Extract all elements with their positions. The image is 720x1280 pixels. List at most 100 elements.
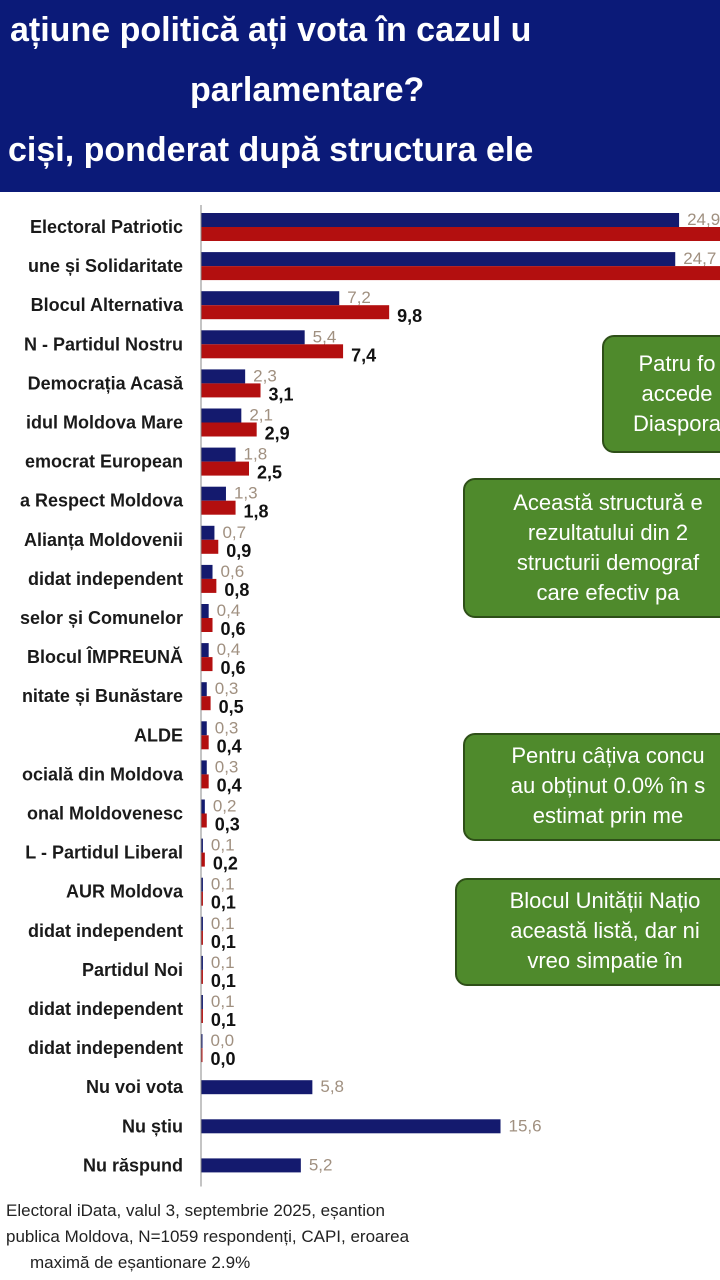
bar-series-1 [201,995,203,1009]
data-label-series-2: 0,6 [221,658,246,678]
bar-series-1 [201,1119,501,1134]
bar-series-2 [201,305,390,320]
note-1-line-2: accede [641,381,713,406]
data-label-series-1: 0,3 [215,679,239,698]
data-label-series-1: 0,4 [217,640,241,659]
category-label: idul Moldova Mare [26,413,183,433]
data-label-series-2: 9,8 [397,306,422,326]
data-label-series-2: 1,8 [244,502,269,522]
data-label-series-1: 5,4 [313,327,337,346]
category-label: Nu răspund [83,1155,183,1175]
bar-series-2 [201,1048,203,1063]
category-label: ocială din Moldova [22,764,184,784]
note-2-line-2: rezultatului din 2 [527,520,689,545]
data-label-series-1: 0,3 [215,757,239,776]
data-label-series-1: 0,4 [217,601,241,620]
data-label-series-1: 7,2 [347,288,371,307]
bar-series-2 [201,618,213,632]
note-4-line-1: Blocul Unității Națio [509,888,701,913]
category-label: Nu voi vota [86,1077,184,1097]
chart-title-banner: ațiune politică ați vota în cazul u parl… [0,0,720,192]
note-box-4: Blocul Unității Națio această listă, dar… [455,878,720,986]
bar-series-1 [201,682,207,697]
category-label: Electoral Patriotic [30,217,183,237]
data-label-series-1: 0,1 [211,953,235,972]
bar-series-1 [201,291,340,306]
data-label-series-2: 0,1 [211,971,236,991]
data-label-series-1: 0,2 [213,797,237,816]
data-label-series-2: 0,4 [217,775,242,795]
source-footnote: Electoral iData, valul 3, septembrie 202… [0,1198,720,1276]
bar-series-1 [201,330,305,345]
bar-series-2 [201,578,217,593]
data-label-series-1: 0,7 [222,523,246,542]
bar-series-2 [201,539,219,554]
note-2-line-1: Această structură e [513,490,703,515]
data-label-series-1: 0,3 [215,718,239,737]
bar-series-2 [201,852,205,867]
category-label: Blocul Alternativa [31,295,184,315]
data-label-series-1: 5,2 [309,1155,333,1174]
note-box-2: Această structură e rezultatului din 2 s… [463,478,720,618]
bar-series-1 [201,877,203,892]
data-label-series-2: 0,5 [219,697,244,717]
note-2-line-3: structurii demograf [516,550,700,575]
data-label-series-2: 0,1 [211,1010,236,1030]
category-label: didat independent [28,1038,183,1058]
note-box-1: Patru fo accede Diaspora [602,335,720,453]
bar-series-2 [201,774,209,789]
bar-series-2 [201,500,236,515]
bar-series-1 [201,1034,203,1049]
bar-series-2 [201,735,209,750]
bar-series-2 [201,1009,203,1023]
data-label-series-2: 0,0 [211,1049,236,1069]
data-label-series-2: 3,1 [269,384,294,404]
title-line-2: parlamentare? [190,71,425,109]
category-label: Blocul ÎMPREUNĂ [27,646,183,667]
bar-series-1 [201,252,676,267]
note-4-line-3: vreo simpatie în [527,948,683,973]
category-label: selor și Comunelor [20,608,183,628]
bar-series-2 [201,461,249,476]
category-label: emocrat European [25,452,183,472]
data-label-series-2: 0,6 [221,619,246,639]
bar-series-1 [201,564,213,579]
bar-series-2 [201,422,257,437]
bar-series-1 [201,955,203,970]
note-1-line-1: Patru fo [638,351,716,376]
data-label-series-2: 0,3 [215,815,240,835]
footnote-line-2: publica Moldova, N=1059 respondenți, CAP… [6,1227,410,1246]
category-label: une și Solidaritate [28,256,183,276]
bar-series-2 [201,930,203,945]
category-label: a Respect Moldova [20,491,184,511]
footnote-line-3: maximă de eșantionare 2.9% [30,1253,251,1272]
bar-series-2 [201,383,261,398]
bar-series-2 [201,969,203,984]
category-label: Democrația Acasă [28,373,184,393]
data-label-series-1: 0,1 [211,836,235,855]
data-label-series-2: 7,4 [351,345,376,365]
bar-series-2 [201,696,211,711]
category-label: AUR Moldova [66,882,184,902]
category-label: Nu știu [122,1116,183,1136]
bar-series-2 [201,813,207,828]
category-label: N - Partidul Nostru [24,334,183,354]
bar-series-1 [201,408,242,423]
data-label-series-1: 1,3 [234,484,258,503]
bar-chart: Electoral Patriotic 24,9 une și Solidarita… [20,205,720,1187]
data-label-series-1: 5,8 [320,1077,344,1096]
data-label-series-1: 15,6 [509,1116,542,1135]
bar-series-1 [201,643,209,658]
category-label: onal Moldovenesc [27,804,183,824]
data-label-series-2: 0,9 [226,541,251,561]
bar-series-1 [201,916,203,931]
note-3-line-3: estimat prin me [532,803,684,828]
data-label-series-1: 0,1 [211,914,235,933]
note-box-3: Pentru câțiva concu au obținut 0.0% în s… [463,733,720,841]
footnote-line-1: Electoral iData, valul 3, septembrie 202… [6,1201,385,1220]
note-3-line-1: Pentru câțiva concu [511,743,705,768]
bar-series-1 [201,447,236,462]
data-label-series-1: 0,0 [211,1031,235,1050]
data-label-series-2: 0,1 [211,932,236,952]
category-label: ALDE [134,725,183,745]
